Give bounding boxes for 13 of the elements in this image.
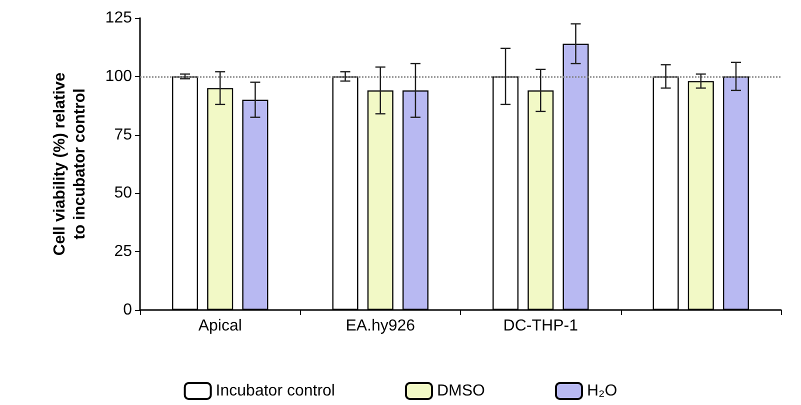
y-tick-label: 75 — [114, 126, 132, 144]
y-tick-label: 100 — [105, 68, 132, 85]
x-tick-label: Apical — [198, 318, 242, 334]
y-tick-label: 50 — [114, 184, 132, 202]
legend-label: Incubator control — [216, 382, 335, 400]
y-tick-label: 125 — [105, 10, 132, 26]
x-tick-label: EA.hy926 — [346, 318, 416, 334]
y-axis-title: Cell viability (%) relative to incubator control — [52, 72, 88, 256]
y-tick-label: 0 — [123, 302, 132, 318]
legend-label: DMSO — [436, 382, 485, 400]
x-tick-label: DC-THP-1 — [503, 318, 578, 334]
y-tick-label: 25 — [114, 243, 132, 260]
legend-label: H₂O — [586, 382, 618, 400]
